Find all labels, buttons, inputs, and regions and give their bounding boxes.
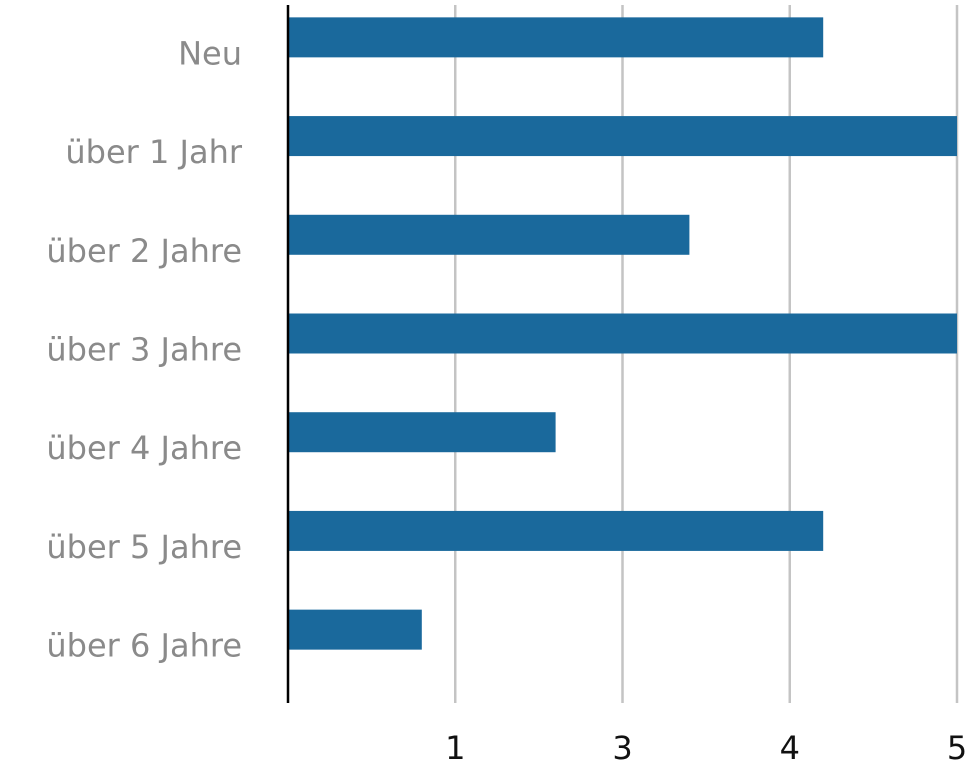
bar: [288, 17, 824, 58]
x-tick-label: 4: [780, 729, 800, 767]
y-tick-label: über 5 Jahre: [46, 528, 242, 566]
x-tick-label: 5: [947, 729, 967, 767]
bar: [288, 313, 957, 354]
y-tick-label: über 2 Jahre: [46, 232, 242, 270]
bar: [288, 510, 824, 551]
y-tick-label: über 1 Jahr: [65, 133, 242, 171]
y-tick-label: Neu: [178, 34, 242, 72]
y-tick-label: über 6 Jahre: [46, 627, 242, 665]
bar: [288, 412, 556, 453]
x-tick-label: 3: [612, 729, 632, 767]
y-tick-label: über 4 Jahre: [46, 429, 242, 467]
x-tick-label: 1: [445, 729, 465, 767]
bar: [288, 214, 690, 255]
y-tick-label: über 3 Jahre: [46, 331, 242, 369]
bar: [288, 116, 957, 157]
bar: [288, 609, 422, 650]
